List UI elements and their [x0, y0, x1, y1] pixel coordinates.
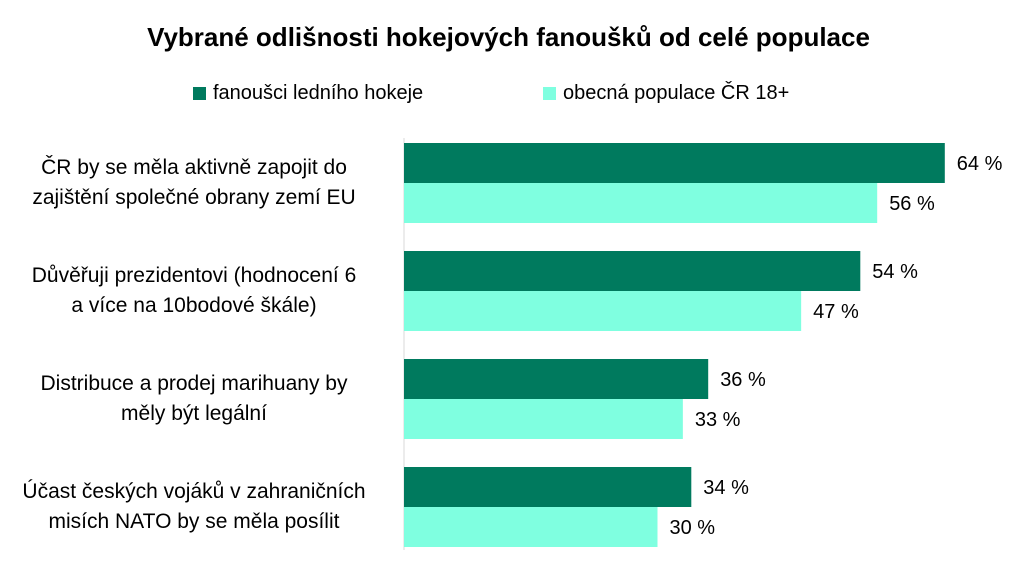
category-label: Účast českých vojáků v zahraničních misíc… — [4, 477, 384, 537]
category-label-line: misích NATO by se měla posílit — [48, 510, 340, 533]
legend-label-fans: fanoušci ledního hokeje — [213, 82, 424, 104]
data-label: 47 % — [813, 301, 859, 323]
legend: fanoušci ledního hokeje obecná populace … — [0, 82, 1017, 110]
category-label-line: Účast českých vojáků v zahraničních — [22, 480, 366, 503]
bar-population — [404, 291, 802, 331]
legend-swatch-fans — [193, 87, 206, 100]
data-label: 34 % — [703, 477, 749, 499]
category-label-line: Distribuce a prodej marihuany by — [40, 372, 348, 395]
data-label: 33 % — [695, 409, 741, 431]
data-label: 64 % — [957, 153, 1003, 175]
category-label: Důvěřuji prezidentovi (hodnocení 6 a více… — [4, 261, 384, 321]
legend-item-population: obecná populace ČR 18+ — [543, 82, 789, 105]
bar-fans — [404, 251, 861, 291]
category-label-line: Důvěřuji prezidentovi (hodnocení 6 — [31, 264, 357, 287]
bar-fans — [404, 143, 945, 183]
bar-fans — [404, 359, 709, 399]
legend-swatch-population — [543, 87, 556, 100]
data-label: 54 % — [872, 261, 918, 283]
category-label-line: ČR by se měla aktivně zapojit do — [41, 156, 347, 179]
category-label-line: měly být legální — [121, 402, 267, 425]
data-label: 30 % — [670, 517, 716, 539]
data-label: 36 % — [720, 369, 766, 391]
bar-population — [404, 507, 658, 547]
legend-label-population: obecná populace ČR 18+ — [563, 82, 790, 104]
legend-item-fans: fanoušci ledního hokeje — [193, 82, 423, 105]
data-label: 56 % — [889, 193, 935, 215]
chart-title: Vybrané odlišnosti hokejových fanoušků o… — [147, 22, 870, 52]
category-label-line: a více na 10bodové škále) — [71, 294, 317, 317]
bar-fans — [404, 467, 692, 507]
category-label-line: zajištění společné obrany zemí EU — [32, 186, 356, 209]
bar-population — [404, 399, 683, 439]
bar-population — [404, 183, 878, 223]
category-label: Distribuce a prodej marihuany by měly být… — [4, 369, 384, 429]
category-label: ČR by se měla aktivně zapojit do zajištěn… — [4, 153, 384, 213]
